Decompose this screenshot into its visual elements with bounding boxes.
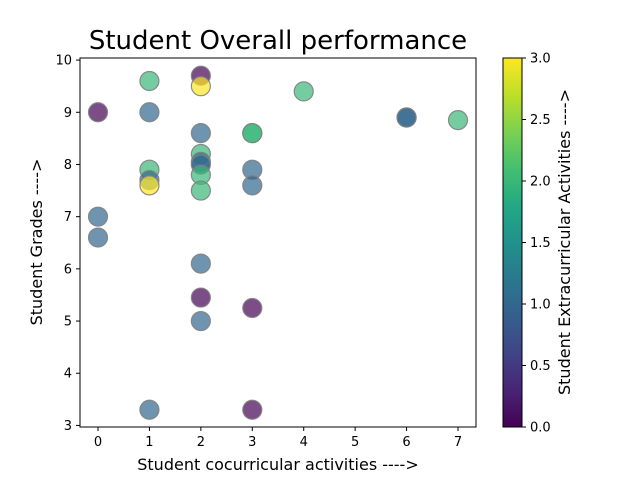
scatter-point — [190, 253, 211, 274]
colorbar-ticks: 0.0 0.5 1.0 1.5 2.0 2.5 3.0 — [522, 52, 551, 436]
x-tick-label: 0 — [94, 435, 102, 450]
scatter-point — [139, 70, 160, 92]
scatter-point — [139, 102, 160, 123]
scatter-point — [242, 297, 263, 319]
y-axis-ticks: 3 4 5 6 7 8 9 10 — [55, 54, 80, 434]
x-tick-label: 5 — [351, 435, 359, 450]
y-tick-label: 3 — [64, 419, 72, 434]
x-axis-label: Student cocurricular activities ----> — [137, 455, 418, 474]
y-tick-label: 6 — [64, 262, 72, 277]
colorbar-tick-label: 3.0 — [530, 52, 551, 67]
scatter-point — [139, 399, 160, 420]
colorbar-tick-label: 2.5 — [530, 113, 551, 128]
scatter-point — [447, 110, 469, 131]
scatter-point — [87, 102, 109, 123]
chart-title: Student Overall performance — [89, 26, 467, 56]
scatter-point — [190, 310, 211, 332]
y-tick-label: 5 — [64, 315, 72, 330]
scatter-point — [293, 81, 314, 102]
y-axis-label: Student Grades ----> — [27, 159, 46, 326]
x-tick-label: 1 — [145, 435, 153, 450]
scatter-point — [242, 175, 263, 196]
scatter-point — [87, 227, 109, 248]
scatter-point — [242, 399, 263, 420]
scatter-point — [190, 76, 211, 97]
colorbar — [502, 57, 523, 428]
colorbar-label: Student Extracurricular Activities ----> — [555, 89, 574, 395]
x-tick-label: 7 — [454, 435, 462, 450]
colorbar-tick-label: 2.0 — [530, 175, 551, 190]
y-tick-label: 4 — [64, 367, 72, 382]
scatter-points — [87, 65, 469, 420]
x-axis-ticks: 0 1 2 3 4 5 6 7 — [94, 427, 462, 450]
colorbar-tick-label: 0.0 — [530, 421, 551, 436]
colorbar-tick-label: 0.5 — [530, 359, 551, 374]
scatter-point — [190, 180, 211, 201]
x-tick-label: 6 — [402, 435, 410, 450]
plot-frame — [79, 57, 477, 428]
scatter-point — [242, 123, 263, 144]
scatter-point — [139, 175, 160, 196]
scatter-point — [190, 287, 211, 308]
colorbar-tick-label: 1.5 — [530, 236, 551, 251]
scatter-point — [87, 206, 109, 227]
scatter-point — [396, 107, 417, 128]
x-tick-label: 4 — [300, 435, 308, 450]
colorbar-tick-label: 1.0 — [530, 298, 551, 313]
y-tick-label: 7 — [64, 210, 72, 225]
scatter-point — [190, 123, 211, 144]
y-tick-label: 10 — [55, 54, 72, 69]
x-tick-label: 3 — [248, 435, 256, 450]
y-tick-label: 8 — [64, 158, 72, 173]
x-tick-label: 2 — [197, 435, 205, 450]
y-tick-label: 9 — [64, 106, 72, 121]
